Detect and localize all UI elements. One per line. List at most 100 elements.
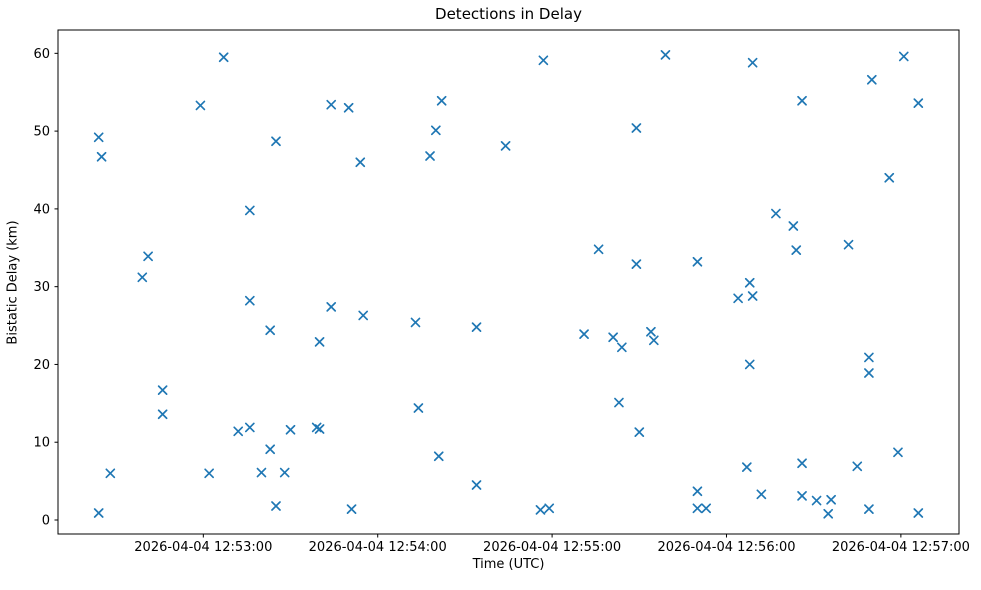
scatter-point bbox=[692, 486, 703, 497]
scatter-point bbox=[244, 422, 255, 433]
scatter-point bbox=[218, 52, 229, 63]
scatter-point bbox=[195, 100, 206, 111]
scatter-point bbox=[747, 291, 758, 301]
scatter-point bbox=[692, 256, 703, 267]
scatter-point bbox=[279, 467, 290, 478]
scatter-point bbox=[614, 397, 624, 408]
scatter-point bbox=[913, 508, 924, 518]
scatter-point bbox=[660, 50, 671, 60]
scatter-point bbox=[96, 151, 107, 162]
y-axis-label: Bistatic Delay (km) bbox=[5, 220, 21, 345]
scatter-point bbox=[747, 57, 758, 68]
y-tick-label: 60 bbox=[33, 47, 50, 62]
y-tick-label: 40 bbox=[33, 202, 50, 217]
scatter-point bbox=[913, 98, 924, 108]
scatter-point bbox=[864, 368, 874, 378]
scatter-point bbox=[593, 244, 604, 255]
scatter-point bbox=[756, 489, 767, 500]
scatter-point bbox=[355, 157, 366, 168]
scatter-point bbox=[797, 491, 807, 501]
scatter-point bbox=[535, 505, 546, 515]
scatter-point bbox=[425, 151, 435, 161]
scatter-point bbox=[143, 251, 153, 262]
scatter-point bbox=[631, 123, 642, 133]
scatter-point bbox=[866, 74, 877, 85]
scatter-point bbox=[285, 424, 296, 435]
scatter-point bbox=[93, 508, 104, 518]
x-tick-label: 2026-04-04 12:53:00 bbox=[134, 540, 272, 555]
scatter-point bbox=[701, 503, 711, 514]
scatter-point bbox=[410, 317, 421, 328]
scatter-point bbox=[744, 277, 755, 288]
scatter-point bbox=[93, 132, 104, 143]
scatter-point bbox=[648, 335, 659, 346]
scatter-point bbox=[358, 310, 369, 321]
x-axis-label: Time (UTC) bbox=[472, 557, 545, 572]
scatter-point bbox=[471, 322, 482, 332]
scatter-point bbox=[843, 239, 854, 250]
scatter-point bbox=[265, 444, 276, 455]
scatter-point bbox=[852, 461, 863, 472]
scatter-point bbox=[826, 494, 836, 505]
scatter-point bbox=[741, 462, 752, 472]
scatter-point bbox=[157, 385, 168, 395]
scatter-point bbox=[733, 293, 743, 304]
scatter-point bbox=[233, 426, 244, 437]
y-tick-label: 20 bbox=[33, 358, 50, 373]
scatter-point bbox=[617, 342, 627, 353]
x-tick-label: 2026-04-04 12:56:00 bbox=[657, 540, 795, 555]
y-tick-label: 10 bbox=[33, 436, 50, 451]
x-tick-label: 2026-04-04 12:57:00 bbox=[832, 540, 970, 555]
scatter-point bbox=[314, 424, 325, 434]
scatter-point bbox=[343, 102, 354, 113]
scatter-point bbox=[646, 326, 656, 337]
scatter-point bbox=[326, 99, 337, 110]
scatter-point bbox=[864, 352, 874, 363]
y-tick-label: 50 bbox=[33, 125, 50, 140]
scatter-point bbox=[797, 95, 807, 106]
scatter-point bbox=[471, 480, 482, 490]
scatter-point bbox=[314, 337, 325, 347]
scatter-point bbox=[788, 221, 799, 231]
scatter-point bbox=[811, 495, 822, 506]
scatter-point bbox=[608, 332, 618, 343]
scatter-point bbox=[744, 359, 755, 370]
scatter-point bbox=[430, 125, 441, 136]
scatter-point bbox=[631, 259, 642, 269]
scatter-point bbox=[692, 503, 703, 514]
y-tick-label: 30 bbox=[33, 280, 50, 295]
scatter-point bbox=[271, 501, 281, 511]
scatter-point bbox=[791, 245, 802, 255]
scatter-point bbox=[326, 302, 337, 312]
scatter-point bbox=[157, 409, 168, 420]
x-tick-label: 2026-04-04 12:54:00 bbox=[309, 540, 447, 555]
scatter-point bbox=[544, 503, 555, 514]
scatter-point bbox=[244, 295, 255, 306]
scatter-point bbox=[433, 451, 444, 462]
scatter-point bbox=[898, 51, 909, 62]
scatter-point bbox=[137, 272, 148, 283]
scatter-point bbox=[271, 136, 281, 147]
scatter-point bbox=[346, 504, 357, 514]
chart-title: Detections in Delay bbox=[435, 5, 582, 23]
scatter-point bbox=[634, 427, 645, 437]
scatter-point bbox=[823, 508, 834, 519]
scatter-point bbox=[413, 403, 424, 413]
scatter-point bbox=[204, 468, 214, 479]
scatter-point bbox=[256, 467, 267, 478]
scatter-point bbox=[436, 95, 447, 106]
scatter-point bbox=[797, 458, 807, 469]
scatter-point bbox=[579, 329, 589, 339]
scatter-point bbox=[105, 468, 116, 479]
scatter-point bbox=[884, 172, 895, 183]
scatter-point bbox=[244, 205, 255, 216]
scatter-point bbox=[265, 325, 276, 336]
y-tick-label: 0 bbox=[42, 514, 50, 529]
scatter-point bbox=[893, 447, 903, 458]
scatter-point bbox=[771, 208, 781, 219]
plot-area bbox=[57, 29, 960, 535]
scatter-point bbox=[864, 504, 874, 514]
x-tick-label: 2026-04-04 12:55:00 bbox=[483, 540, 621, 555]
